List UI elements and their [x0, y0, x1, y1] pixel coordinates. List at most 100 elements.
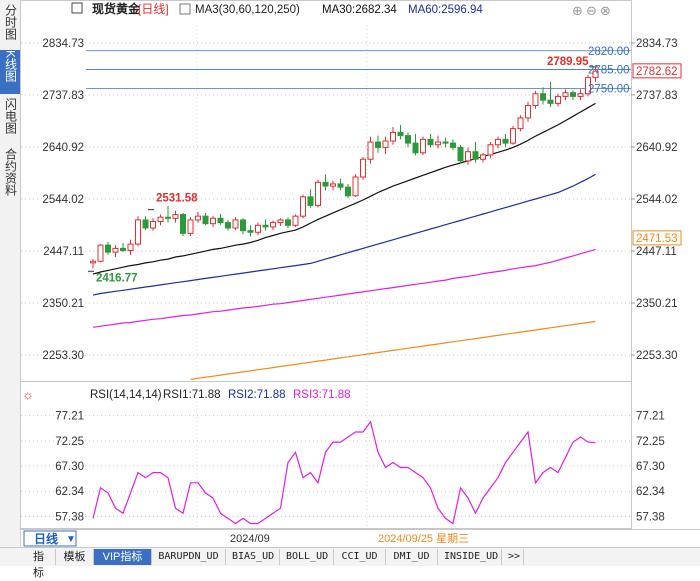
indicator-tab[interactable]: VIP指标: [94, 549, 152, 565]
candle-body: [247, 230, 254, 233]
indicator-tab[interactable]: CCI_UD: [334, 549, 386, 565]
minimize-icon[interactable]: [71, 2, 83, 14]
candle-body: [255, 224, 261, 233]
candlestick: [420, 136, 426, 155]
period-dropdown-icon[interactable]: ▼: [66, 534, 76, 545]
price-tick-label-right: 2447.11: [636, 246, 677, 258]
high-annotation: 2531.58: [156, 193, 198, 205]
candle-body: [435, 141, 441, 146]
candle-body: [240, 219, 246, 232]
candle-body: [277, 219, 284, 224]
indicator-tab[interactable]: 指标: [22, 549, 56, 579]
rsi-header: ☼ RSI(14,14,14) RSI1:71.88 RSI2:71.88 RS…: [22, 387, 351, 402]
price-tick-label-right: 2253.30: [636, 350, 678, 362]
candle-body: [180, 214, 186, 234]
price-level-labels: 2820.00 2785.00 2750.00 2782.62 2471.53: [88, 46, 682, 272]
candle-body: [570, 92, 576, 97]
ma250-line: [190, 320, 596, 380]
close-icon[interactable]: ⊗: [600, 3, 611, 18]
indicator-tab[interactable]: DMI_UD: [386, 549, 438, 565]
rsi-tick-label-right: 67.30: [636, 461, 665, 473]
candlestick: [502, 134, 509, 148]
side-tab-intraday[interactable]: 分时图: [0, 4, 20, 46]
candle-body: [165, 216, 171, 219]
zoom-out-icon[interactable]: ⊖: [586, 3, 597, 18]
ma60-line: [92, 173, 596, 296]
indicator-tab[interactable]: >>: [502, 549, 524, 565]
ma30-line: [92, 102, 596, 275]
candlestick: [427, 134, 434, 148]
symbol-name: 现货黄金: [92, 1, 141, 16]
zoom-icon[interactable]: ⊕: [572, 3, 583, 18]
side-tab-contract-info[interactable]: 合约资料: [0, 148, 20, 204]
candle-body: [525, 105, 531, 119]
candle-body: [540, 93, 546, 101]
candlestick: [412, 134, 419, 156]
indicator-tab[interactable]: 模板: [56, 549, 94, 565]
candle-body: [442, 141, 449, 144]
candle-body: [450, 142, 456, 148]
candlestick: [360, 157, 366, 180]
rsi-settings-icon[interactable]: ☼: [22, 387, 34, 402]
price-tick-label-left: 2253.30: [42, 350, 84, 362]
candlestick: [465, 147, 471, 165]
indicator-settings-icon[interactable]: [179, 3, 191, 15]
price-tick-label-left: 2350.21: [42, 298, 84, 310]
indicator-tab[interactable]: BIAS_UD: [226, 549, 280, 565]
candlestick: [555, 93, 561, 107]
candlestick: [562, 89, 569, 101]
candlestick: [232, 217, 239, 231]
kline-chart[interactable]: 2834.73 2834.73 2737.83 2737.83 2640.92 2640.…: [0, 0, 700, 547]
candlestick: [217, 214, 224, 225]
price-tick-label-left: 2834.73: [42, 38, 84, 50]
indicator-tab[interactable]: BARUPDN_UD: [152, 549, 226, 565]
candle-body: [412, 142, 419, 154]
candle-body: [315, 181, 321, 206]
candle-body: [217, 217, 224, 224]
period-button[interactable]: [23, 530, 77, 547]
candle-body: [105, 244, 111, 253]
candle-body: [577, 93, 584, 97]
low-annotation: 2416.77: [96, 272, 138, 284]
candlestick: [172, 210, 179, 223]
candle-body: [375, 141, 381, 148]
candlestick: [142, 216, 149, 231]
side-tab-flash[interactable]: 闪电图: [0, 98, 20, 140]
candlestick: [157, 214, 164, 226]
candlestick: [585, 74, 591, 97]
side-tab-label: 闪电图: [3, 98, 18, 134]
rsi-tick-label-left: 77.21: [55, 411, 84, 423]
candlestick: [322, 174, 329, 191]
rsi-tick-label-left: 57.38: [55, 511, 84, 523]
candlestick: [382, 136, 389, 154]
rsi3-value: RSI3:71.88: [293, 389, 351, 401]
candlestick: [225, 219, 231, 231]
candlestick: [105, 241, 111, 255]
candle-body: [202, 215, 209, 225]
indicator-tab[interactable]: INSIDE_UD: [438, 549, 502, 565]
price-tick-label-right: 2737.83: [636, 90, 678, 102]
candlestick: [330, 180, 336, 191]
candle-body: [307, 196, 314, 206]
candle-body: [532, 93, 539, 107]
candlesticks: [90, 66, 599, 269]
period-button-label: 日线: [34, 531, 58, 546]
candle-body: [195, 215, 201, 221]
month-label: 2024/09: [230, 533, 270, 545]
ma-params: MA3(30,60,120,250): [195, 4, 300, 16]
side-tab-label: 合约资料: [3, 148, 18, 196]
candlestick: [255, 222, 261, 235]
candlestick: [120, 243, 126, 253]
candle-body: [382, 140, 389, 148]
candle-body: [232, 219, 239, 229]
candlestick: [457, 144, 464, 164]
side-tab-kline[interactable]: K线图: [0, 50, 20, 94]
candle-body: [285, 219, 291, 226]
candle-body: [420, 138, 426, 154]
candle-body: [390, 131, 396, 142]
candle-body: [495, 138, 501, 146]
candlestick: [300, 194, 306, 219]
candlestick: [337, 178, 344, 191]
indicator-tab[interactable]: BOLL_UD: [280, 549, 334, 565]
rsi-line: [92, 420, 596, 525]
